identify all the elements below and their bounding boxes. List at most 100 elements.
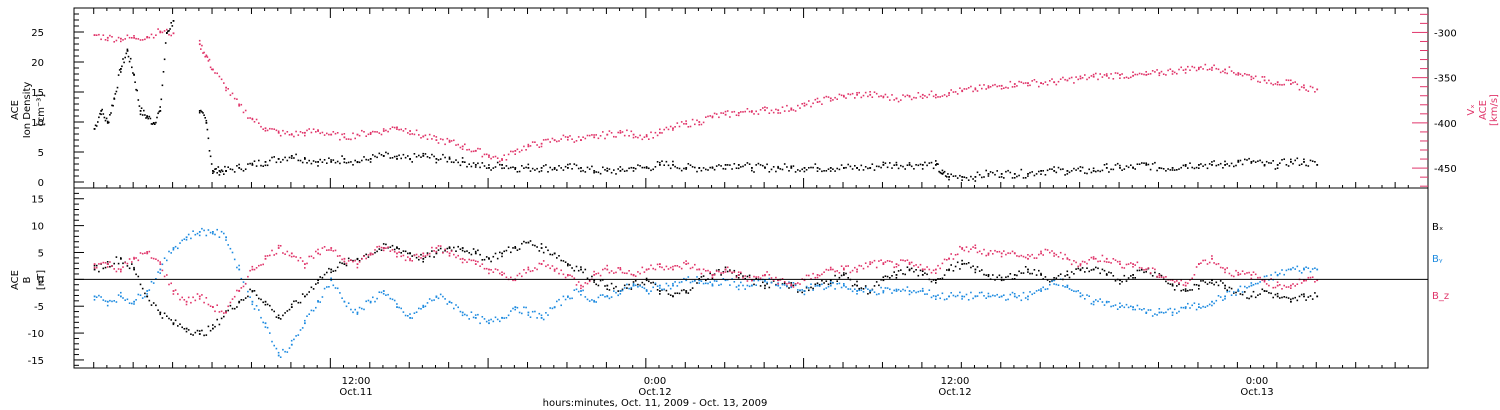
velocity-s0-point xyxy=(336,132,339,134)
bfield-s2-point xyxy=(1158,276,1161,278)
bfield-s0-point xyxy=(122,262,124,265)
velocity-s0-point xyxy=(284,132,286,135)
density-s0-point xyxy=(1053,170,1056,172)
velocity-s0-point xyxy=(562,134,565,137)
bfield-s1-point xyxy=(1151,315,1154,317)
bfield-s0-point xyxy=(185,330,188,333)
bfield-s2-point xyxy=(212,306,214,308)
bfield-s2-point xyxy=(900,259,902,261)
density-s0-point xyxy=(1066,173,1069,175)
bfield-s1-point xyxy=(1018,295,1020,297)
bfield-s0-point xyxy=(334,269,337,272)
density-s0-point xyxy=(637,164,639,166)
bfield-s0-point xyxy=(1119,283,1121,285)
bfield-s0-point xyxy=(1217,284,1220,287)
density-s0-point xyxy=(347,161,350,164)
bfield-s1-point xyxy=(418,307,420,310)
density-s0-point xyxy=(330,161,333,163)
bfield-s0-point xyxy=(1046,279,1049,281)
bfield-s0-point xyxy=(251,290,254,292)
bfield-s0-point xyxy=(514,246,516,248)
bfield-s0-point xyxy=(503,250,505,253)
density-s0-point xyxy=(453,161,455,164)
bfield-s1-point xyxy=(1011,291,1014,294)
bfield-s1-point xyxy=(1200,307,1202,309)
velocity-s0-point xyxy=(935,93,937,96)
velocity-s0-point xyxy=(1224,71,1226,74)
bfield-s1-point xyxy=(398,306,400,309)
density-s0-point xyxy=(1296,157,1299,160)
velocity-s0-point xyxy=(584,137,587,140)
density-s0-point xyxy=(1287,165,1290,167)
velocity-s0-point xyxy=(656,134,659,137)
x-tick-label-date-3: Oct.13 xyxy=(1240,387,1273,398)
velocity-s0-point xyxy=(496,157,499,159)
density-s0-point xyxy=(840,164,843,166)
density-s0-point xyxy=(266,164,269,167)
bfield-s1-point xyxy=(1283,273,1285,276)
velocity-s0-point xyxy=(106,39,109,42)
bfield-s2-point xyxy=(1239,273,1242,275)
velocity-s0-point xyxy=(862,94,865,97)
velocity-s0-point xyxy=(251,118,254,121)
density-s0-point xyxy=(619,166,622,168)
bfield-s0-point xyxy=(477,249,479,252)
density-s0-point xyxy=(461,157,464,159)
density-s0-point xyxy=(1241,163,1244,166)
bfield-s0-point xyxy=(687,292,690,294)
velocity-s0-point xyxy=(652,137,654,139)
density-s0-point xyxy=(393,155,396,158)
density-s0-point xyxy=(1101,169,1104,172)
density-s0-point xyxy=(1191,166,1193,169)
velocity-s0-point xyxy=(545,138,547,141)
top-panel-marks xyxy=(93,20,1319,182)
bfield-s1-point xyxy=(847,288,849,290)
bfield-s0-point xyxy=(608,289,611,291)
velocity-s0-point xyxy=(1171,70,1174,73)
density-s0-point xyxy=(1062,168,1064,170)
bfield-s0-point xyxy=(332,270,335,272)
bfield-s1-point xyxy=(1035,290,1038,292)
density-s0-point xyxy=(591,165,593,168)
bfield-s1-point xyxy=(718,284,720,286)
velocity-s0-point xyxy=(1132,74,1134,77)
velocity-s0-point xyxy=(1132,71,1134,73)
bfield-s0-point xyxy=(115,256,118,258)
bfield-s1-point xyxy=(113,300,115,302)
bfield-s2-point xyxy=(304,263,306,265)
bfield-s1-point xyxy=(308,313,310,315)
velocity-s0-point xyxy=(120,37,122,40)
bfield-s0-point xyxy=(306,293,308,296)
bfield-s1-point xyxy=(382,290,385,292)
bfield-s2-point xyxy=(1070,263,1073,266)
bfield-s2-point xyxy=(882,263,885,265)
bfield-s1-point xyxy=(159,272,161,274)
bfield-s0-point xyxy=(567,264,569,267)
velocity-s0-point xyxy=(654,131,657,134)
bfield-s0-point xyxy=(490,260,492,263)
velocity-s0-point xyxy=(753,113,755,115)
velocity-s0-point xyxy=(1059,78,1062,80)
bfield-s0-point xyxy=(301,293,304,295)
velocity-s0-point xyxy=(1066,79,1069,82)
bfield-s1-point xyxy=(613,290,615,292)
density-s0-point xyxy=(158,110,160,113)
velocity-s0-point xyxy=(577,136,580,138)
bfield-s0-point xyxy=(461,249,464,252)
bfield-s1-point xyxy=(98,294,100,297)
bfield-s0-point xyxy=(284,312,286,314)
bfield-s0-point xyxy=(797,291,799,293)
bfield-s1-point xyxy=(895,290,898,292)
density-s0-point xyxy=(136,89,138,92)
bfield-s0-point xyxy=(534,244,536,247)
density-s0-point xyxy=(1066,170,1069,172)
density-s0-point xyxy=(680,169,683,172)
density-s0-point xyxy=(1038,170,1040,173)
bfield-s2-point xyxy=(610,270,613,272)
density-s0-point xyxy=(650,169,652,172)
bfield-s2-point xyxy=(722,272,725,274)
bfield-s0-point xyxy=(1073,273,1075,275)
density-s0-point xyxy=(1145,164,1148,166)
velocity-s0-point xyxy=(521,149,523,152)
density-s0-point xyxy=(413,153,416,155)
